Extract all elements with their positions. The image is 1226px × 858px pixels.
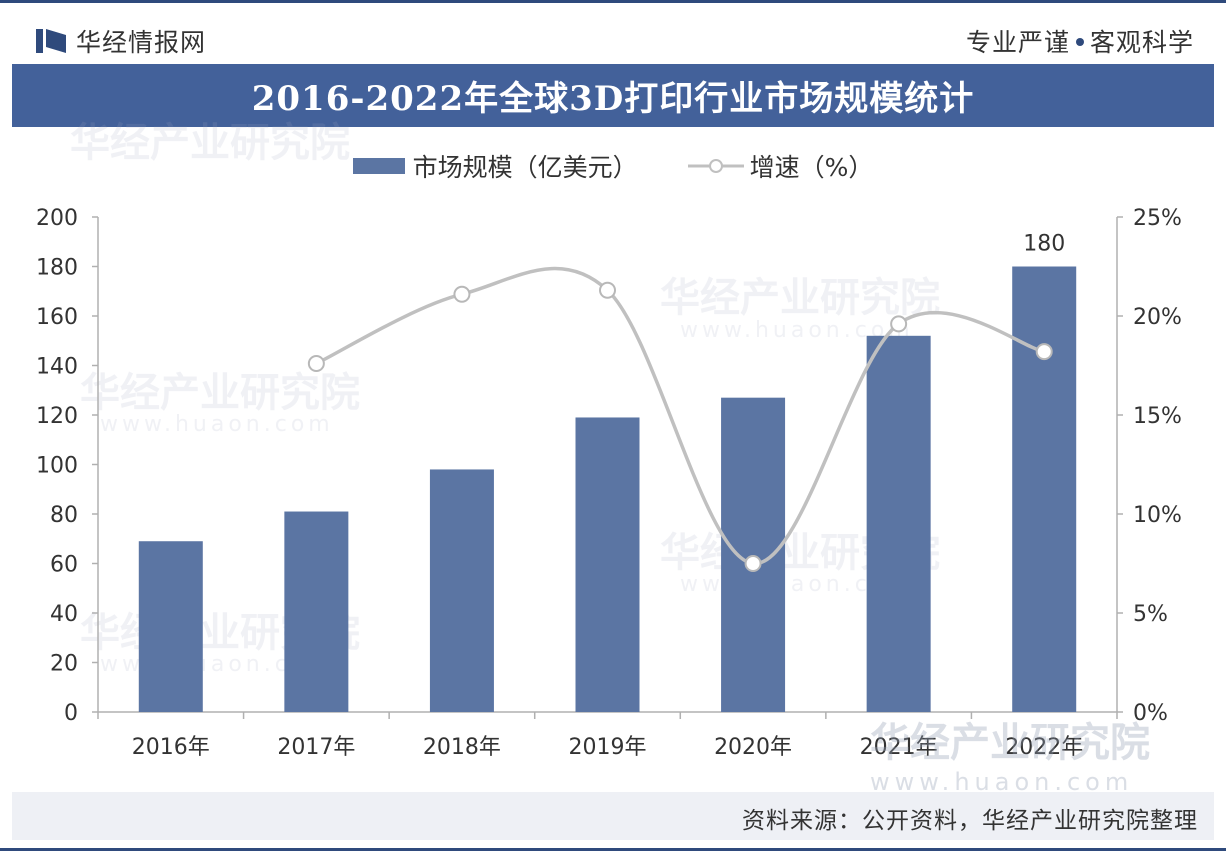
slogan-left: 专业严谨 <box>965 28 1070 57</box>
legend-item-line: 增速（%） <box>687 148 874 184</box>
y-left-tick-label: 100 <box>36 454 78 479</box>
y-right-tick-label: 20% <box>1133 305 1182 330</box>
slogan: 专业严谨 客观科学 <box>966 23 1194 59</box>
source-text: 资料来源：公开资料，华经产业研究院整理 <box>742 808 1198 834</box>
y-left-tick-label: 180 <box>36 256 78 281</box>
growth-line <box>315 266 1045 566</box>
bar <box>1012 266 1077 712</box>
y-left-tick-label: 60 <box>50 553 78 578</box>
x-tick-label: 2021年 <box>860 735 938 760</box>
x-tick-label: 2018年 <box>423 735 501 760</box>
y-left-tick-label: 140 <box>36 355 78 380</box>
top-bar: 华经情报网 专业严谨 客观科学 <box>0 0 1226 64</box>
watermark-corner-text: 华经产业研究院 <box>870 720 1150 766</box>
growth-point <box>599 281 616 299</box>
watermark-corner-url: www.huaon.com <box>870 768 1134 796</box>
y-right-tick-label: 5% <box>1133 602 1168 627</box>
source-footer: 资料来源：公开资料，华经产业研究院整理 <box>12 792 1214 840</box>
x-tick-label: 2020年 <box>714 735 792 760</box>
y-right-tick-label: 10% <box>1133 503 1182 528</box>
brand-logo-icon <box>36 29 66 53</box>
growth-point <box>890 315 908 333</box>
chart-legend: 市场规模（亿美元） 增速（%） <box>0 146 1226 186</box>
y-left-tick-label: 20 <box>50 652 78 677</box>
y-left-tick-label: 160 <box>36 305 78 330</box>
bar <box>575 417 640 712</box>
bar-data-label: 180 <box>1023 232 1065 257</box>
x-tick-label: 2017年 <box>277 735 355 760</box>
legend-bar-swatch <box>352 158 405 174</box>
legend-line-swatch <box>687 159 744 173</box>
x-tick-label: 2022年 <box>1005 735 1083 760</box>
y-left-tick-label: 0 <box>64 701 78 726</box>
bottom-rule <box>0 848 1226 851</box>
y-left-tick-label: 80 <box>50 503 78 528</box>
x-tick-label: 2019年 <box>569 735 647 760</box>
bar <box>721 397 786 712</box>
y-right-tick-label: 0% <box>1133 701 1168 726</box>
y-left-tick-label: 200 <box>36 206 78 231</box>
bar <box>429 469 494 712</box>
y-left-tick-label: 40 <box>50 602 78 627</box>
slogan-right: 客观科学 <box>1089 28 1194 57</box>
y-right-tick-label: 25% <box>1133 206 1182 231</box>
growth-point <box>1035 343 1053 361</box>
legend-item-bar: 市场规模（亿美元） <box>352 148 638 184</box>
x-tick-label: 2016年 <box>132 735 210 760</box>
growth-point <box>307 355 325 373</box>
chart-title: 2016-2022年全球3D打印行业市场规模统计 <box>251 79 975 119</box>
legend-label-line: 增速（%） <box>749 153 874 182</box>
bar <box>138 541 203 712</box>
slogan-dot-icon <box>1075 38 1084 46</box>
legend-label-bar: 市场规模（亿美元） <box>412 153 638 182</box>
brand: 华经情报网 <box>36 23 206 59</box>
bar <box>866 335 931 712</box>
bar <box>284 511 349 712</box>
y-left-tick-label: 120 <box>36 404 78 429</box>
growth-point <box>453 285 471 303</box>
watermark-corner: 华经产业研究院 www.huaon.com <box>870 710 1150 796</box>
growth-point <box>744 555 762 572</box>
chart-title-bar: 2016-2022年全球3D打印行业市场规模统计 <box>12 64 1214 127</box>
y-right-tick-label: 15% <box>1133 404 1182 429</box>
brand-name: 华经情报网 <box>76 28 207 57</box>
